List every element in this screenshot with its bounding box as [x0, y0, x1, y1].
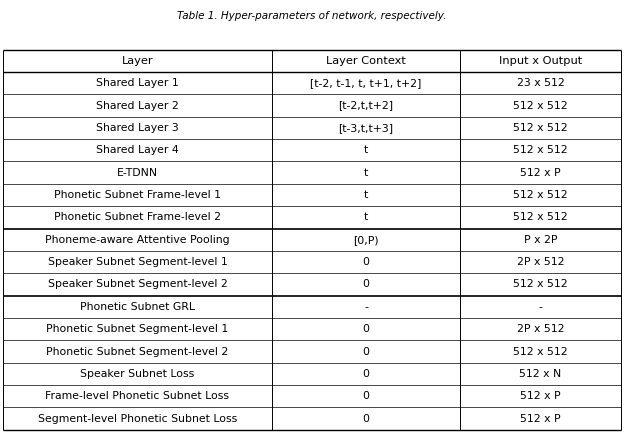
- Text: 0: 0: [363, 346, 369, 356]
- Text: 512 x 512: 512 x 512: [514, 190, 568, 200]
- Text: t: t: [364, 145, 368, 156]
- Text: Shared Layer 4: Shared Layer 4: [96, 145, 179, 156]
- Text: 0: 0: [363, 391, 369, 401]
- Text: 0: 0: [363, 414, 369, 424]
- Text: 512 x P: 512 x P: [520, 168, 561, 178]
- Text: [t-3,t,t+3]: [t-3,t,t+3]: [338, 123, 394, 133]
- Text: Input x Output: Input x Output: [499, 56, 582, 66]
- Text: Shared Layer 3: Shared Layer 3: [96, 123, 179, 133]
- Text: 2P x 512: 2P x 512: [517, 257, 564, 267]
- Text: Phonetic Subnet GRL: Phonetic Subnet GRL: [80, 302, 195, 312]
- Text: Speaker Subnet Segment-level 2: Speaker Subnet Segment-level 2: [47, 280, 227, 289]
- Text: P x 2P: P x 2P: [524, 235, 557, 245]
- Text: -: -: [364, 302, 368, 312]
- Text: Speaker Subnet Loss: Speaker Subnet Loss: [80, 369, 195, 379]
- Text: [t-2,t,t+2]: [t-2,t,t+2]: [338, 101, 394, 111]
- Text: -: -: [539, 302, 542, 312]
- Text: Speaker Subnet Segment-level 1: Speaker Subnet Segment-level 1: [47, 257, 227, 267]
- Text: 512 x 512: 512 x 512: [514, 213, 568, 222]
- Text: Segment-level Phonetic Subnet Loss: Segment-level Phonetic Subnet Loss: [38, 414, 237, 424]
- Text: Table 1. Hyper-parameters of network, respectively.: Table 1. Hyper-parameters of network, re…: [177, 11, 447, 21]
- Text: Frame-level Phonetic Subnet Loss: Frame-level Phonetic Subnet Loss: [46, 391, 230, 401]
- Text: Layer Context: Layer Context: [326, 56, 406, 66]
- Text: Shared Layer 2: Shared Layer 2: [96, 101, 179, 111]
- Text: Phonetic Subnet Segment-level 2: Phonetic Subnet Segment-level 2: [46, 346, 228, 356]
- Text: 512 x 512: 512 x 512: [514, 280, 568, 289]
- Text: 23 x 512: 23 x 512: [517, 78, 565, 88]
- Text: 0: 0: [363, 280, 369, 289]
- Text: E-TDNN: E-TDNN: [117, 168, 158, 178]
- Text: Phoneme-aware Attentive Pooling: Phoneme-aware Attentive Pooling: [45, 235, 230, 245]
- Text: t: t: [364, 213, 368, 222]
- Text: t: t: [364, 190, 368, 200]
- Text: 512 x P: 512 x P: [520, 391, 561, 401]
- Text: Phonetic Subnet Frame-level 1: Phonetic Subnet Frame-level 1: [54, 190, 221, 200]
- Text: 2P x 512: 2P x 512: [517, 324, 564, 334]
- Text: [0,P): [0,P): [353, 235, 379, 245]
- Text: Layer: Layer: [122, 56, 154, 66]
- Text: 512 x 512: 512 x 512: [514, 123, 568, 133]
- Text: 0: 0: [363, 369, 369, 379]
- Text: Phonetic Subnet Frame-level 2: Phonetic Subnet Frame-level 2: [54, 213, 221, 222]
- Text: 512 x 512: 512 x 512: [514, 346, 568, 356]
- Text: Shared Layer 1: Shared Layer 1: [96, 78, 179, 88]
- Text: t: t: [364, 168, 368, 178]
- Text: Phonetic Subnet Segment-level 1: Phonetic Subnet Segment-level 1: [46, 324, 228, 334]
- Text: 512 x N: 512 x N: [519, 369, 562, 379]
- Text: 512 x 512: 512 x 512: [514, 101, 568, 111]
- Text: 0: 0: [363, 324, 369, 334]
- Text: [t-2, t-1, t, t+1, t+2]: [t-2, t-1, t, t+1, t+2]: [310, 78, 422, 88]
- Text: 512 x P: 512 x P: [520, 414, 561, 424]
- Text: 0: 0: [363, 257, 369, 267]
- Text: 512 x 512: 512 x 512: [514, 145, 568, 156]
